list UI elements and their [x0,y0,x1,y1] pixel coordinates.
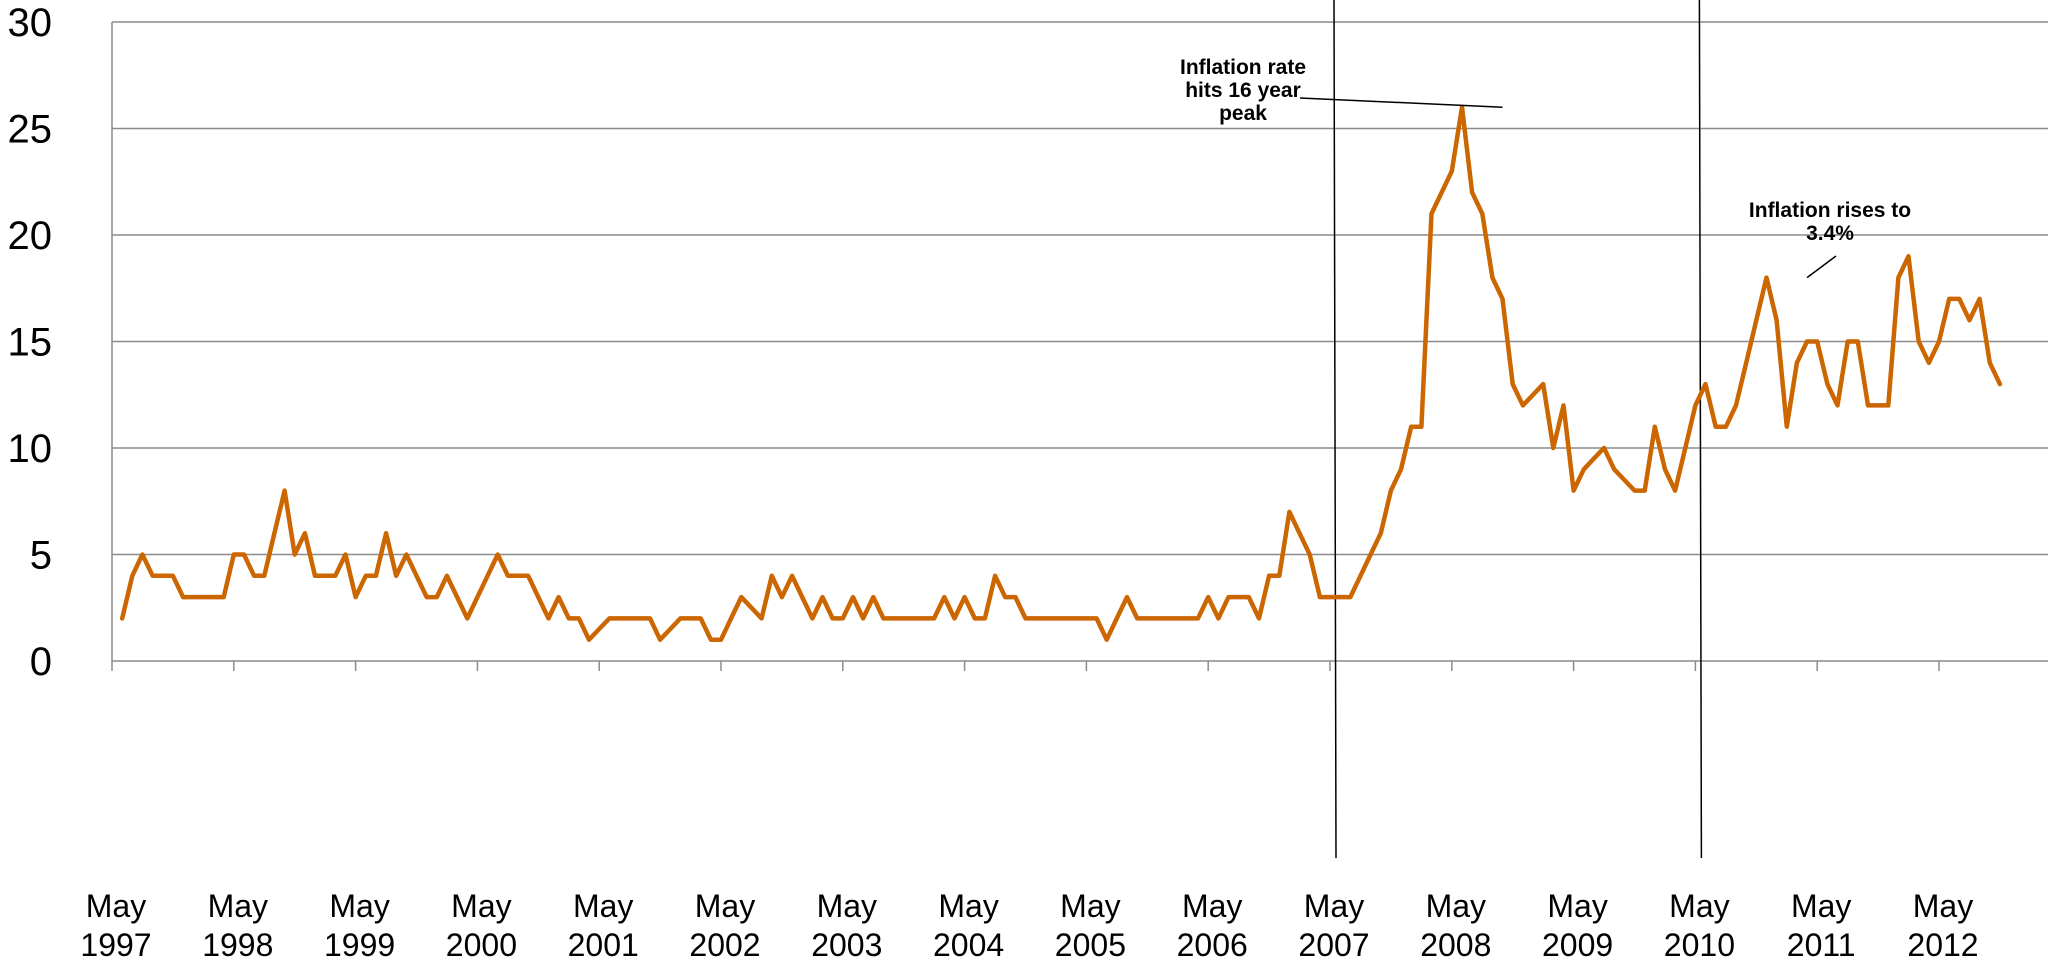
x-tick-label-1997: May 1997 [80,888,151,963]
annotations: Inflation rate hits 16 year peak Inflation … [1180,56,1911,279]
series-layer [119,104,2003,642]
event-marker-line-2010 [1698,0,1703,859]
y-tick-label-15: 15 [8,321,53,365]
annotation-label-1: Inflation rate hits 16 year peak [1180,56,1306,125]
x-tick-label-2010: May 2010 [1664,888,1735,963]
x-tick-label-2006: May 2006 [1177,888,1248,963]
x-tick-label-2009: May 2009 [1542,888,1613,963]
event-marker-line-2007 [1333,0,1337,859]
gridlines [112,21,2048,556]
y-tick-label-20: 20 [8,214,53,258]
x-tick-label-2001: May 2001 [568,888,639,963]
x-tick-label-2002: May 2002 [689,888,760,963]
x-tick-label-2000: May 2000 [446,888,517,963]
x-axis-tick-labels: May 1997 May 1998 May 1999 May 2000 May 2001 May 20… [80,888,1978,963]
x-tick-label-2008: May 2008 [1420,888,1491,963]
annotation-leader-line-1 [1299,97,1503,108]
x-tick-label-2011: May 2011 [1787,888,1856,963]
y-tick-label-25: 25 [8,108,53,152]
y-tick-label-0: 0 [30,640,52,684]
x-tick-label-2003: May 2003 [811,888,882,963]
x-tick-label-1998: May 1998 [202,888,273,963]
y-tick-label-10: 10 [8,427,53,471]
annotation-leader-line-2 [1806,255,1837,279]
x-tick-label-2012: May 2012 [1907,888,1978,963]
x-tick-label-2004: May 2004 [933,888,1004,963]
x-tick-label-2007: May 2007 [1298,888,1369,963]
series-line-1 [119,104,2003,642]
annotation-label-2: Inflation rises to 3.4% [1749,199,1911,245]
event-marker-lines [1333,0,1703,859]
x-tick-label-1999: May 1999 [324,888,395,963]
x-tick-label-2005: May 2005 [1055,888,1126,963]
axes [111,22,2048,671]
y-tick-label-30: 30 [8,1,53,45]
y-axis-tick-labels: 0 5 10 15 20 25 30 [8,1,53,684]
y-tick-label-5: 5 [30,534,52,578]
